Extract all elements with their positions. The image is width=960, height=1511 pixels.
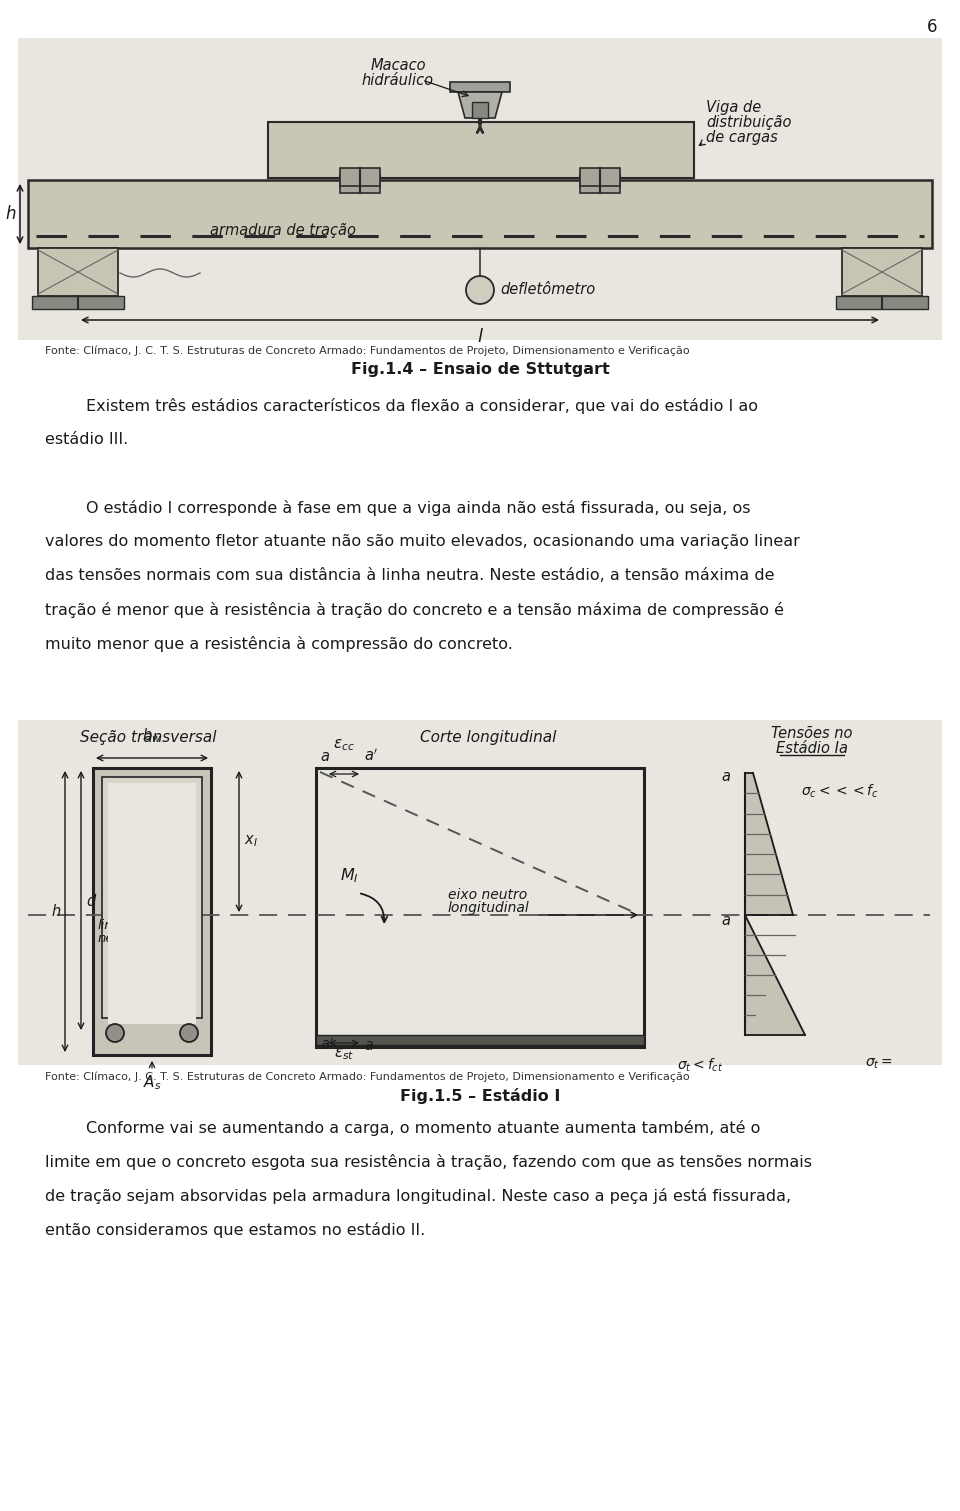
Text: linha: linha xyxy=(98,919,131,932)
Bar xyxy=(580,168,620,186)
Bar xyxy=(108,783,196,1024)
Text: armadura de tração: armadura de tração xyxy=(210,222,356,237)
Text: O estádio I corresponde à fase em que a viga ainda não está fissurada, ou seja, : O estádio I corresponde à fase em que a … xyxy=(45,500,751,515)
Text: Corte longitudinal: Corte longitudinal xyxy=(420,730,556,745)
Text: $b_w$: $b_w$ xyxy=(142,727,162,745)
Text: 6: 6 xyxy=(926,18,937,36)
Bar xyxy=(93,768,211,1055)
Text: Seção transversal: Seção transversal xyxy=(80,730,216,745)
Bar xyxy=(316,1035,644,1046)
Circle shape xyxy=(466,277,494,304)
Bar xyxy=(38,248,118,296)
Text: $a$: $a$ xyxy=(721,769,731,784)
Bar xyxy=(102,777,202,1018)
Bar xyxy=(316,768,644,1047)
Polygon shape xyxy=(458,92,502,118)
Text: então consideramos que estamos no estádio II.: então consideramos que estamos no estádi… xyxy=(45,1222,425,1238)
Text: distribuição: distribuição xyxy=(706,115,791,130)
Text: Fonte: Clímaco, J. C. T. S. Estruturas de Concreto Armado: Fundamentos de Projet: Fonte: Clímaco, J. C. T. S. Estruturas d… xyxy=(45,345,689,355)
Text: neutra: neutra xyxy=(98,932,142,944)
Bar xyxy=(472,103,488,118)
Circle shape xyxy=(106,1024,124,1043)
Text: de cargas: de cargas xyxy=(706,130,778,145)
Text: estádio III.: estádio III. xyxy=(45,432,129,447)
Text: $l$: $l$ xyxy=(476,328,484,346)
Text: $a'$: $a'$ xyxy=(320,1037,334,1053)
Text: $a$: $a$ xyxy=(320,749,330,765)
Text: hidráulico: hidráulico xyxy=(362,73,434,88)
Bar xyxy=(580,175,620,193)
Text: Existem três estádios característicos da flexão a considerar, que vai do estádio: Existem três estádios característicos da… xyxy=(45,397,758,414)
Text: limite em que o concreto esgota sua resistência à tração, fazendo com que as ten: limite em que o concreto esgota sua resi… xyxy=(45,1154,812,1170)
Text: $h$: $h$ xyxy=(5,205,16,224)
Bar xyxy=(450,82,510,92)
Text: $M_I$: $M_I$ xyxy=(340,866,359,885)
Text: Macaco: Macaco xyxy=(371,57,426,73)
Text: $\sigma_c <<< f_c$: $\sigma_c <<< f_c$ xyxy=(801,783,878,799)
Text: $\varepsilon_{st}$: $\varepsilon_{st}$ xyxy=(334,1046,354,1062)
Text: eixo neutro: eixo neutro xyxy=(448,888,528,902)
Bar xyxy=(842,248,922,296)
Text: $\sigma_t =$: $\sigma_t =$ xyxy=(865,1058,893,1071)
Text: $A_s$: $A_s$ xyxy=(143,1073,161,1092)
Text: de tração sejam absorvidas pela armadura longitudinal. Neste caso a peça já está: de tração sejam absorvidas pela armadura… xyxy=(45,1188,791,1204)
Polygon shape xyxy=(745,916,805,1035)
Text: $d$: $d$ xyxy=(86,893,97,908)
Text: Fonte: Clímaco, J. C. T. S. Estruturas de Concreto Armado: Fundamentos de Projet: Fonte: Clímaco, J. C. T. S. Estruturas d… xyxy=(45,1071,689,1082)
Bar xyxy=(18,721,942,1065)
Text: $a$: $a$ xyxy=(364,1038,374,1053)
Bar xyxy=(32,296,124,310)
Text: $h$: $h$ xyxy=(51,904,61,920)
Text: Estádio Ia: Estádio Ia xyxy=(776,740,848,756)
Bar xyxy=(28,180,932,248)
Polygon shape xyxy=(745,774,793,916)
Bar xyxy=(18,38,942,340)
Bar xyxy=(836,296,928,310)
Text: muito menor que a resistência à compressão do concreto.: muito menor que a resistência à compress… xyxy=(45,636,513,653)
Text: $\sigma_t < f_{ct}$: $\sigma_t < f_{ct}$ xyxy=(677,1058,723,1074)
Text: longitudinal: longitudinal xyxy=(447,901,529,916)
Bar xyxy=(340,168,380,186)
Text: defletômetro: defletômetro xyxy=(500,283,595,298)
Text: Conforme vai se aumentando a carga, o momento atuante aumenta também, até o: Conforme vai se aumentando a carga, o mo… xyxy=(45,1120,760,1136)
Text: Tensões no: Tensões no xyxy=(771,725,852,740)
Text: $a$: $a$ xyxy=(721,913,731,928)
Text: $\varepsilon_{cc}$: $\varepsilon_{cc}$ xyxy=(333,737,355,752)
Text: $x_I$: $x_I$ xyxy=(244,834,258,849)
Bar xyxy=(268,122,694,178)
Text: $a'$: $a'$ xyxy=(364,748,378,765)
Text: Fig.1.4 – Ensaio de Sttutgart: Fig.1.4 – Ensaio de Sttutgart xyxy=(350,363,610,378)
Text: Fig.1.5 – Estádio I: Fig.1.5 – Estádio I xyxy=(399,1088,561,1105)
Text: Viga de: Viga de xyxy=(706,100,761,115)
Bar xyxy=(340,175,380,193)
Circle shape xyxy=(180,1024,198,1043)
Text: tração é menor que à resistência à tração do concreto e a tensão máxima de compr: tração é menor que à resistência à traçã… xyxy=(45,601,784,618)
Text: valores do momento fletor atuante não são muito elevados, ocasionando uma variaç: valores do momento fletor atuante não sã… xyxy=(45,533,800,548)
Text: das tensões normais com sua distância à linha neutra. Neste estádio, a tensão má: das tensões normais com sua distância à … xyxy=(45,568,775,583)
